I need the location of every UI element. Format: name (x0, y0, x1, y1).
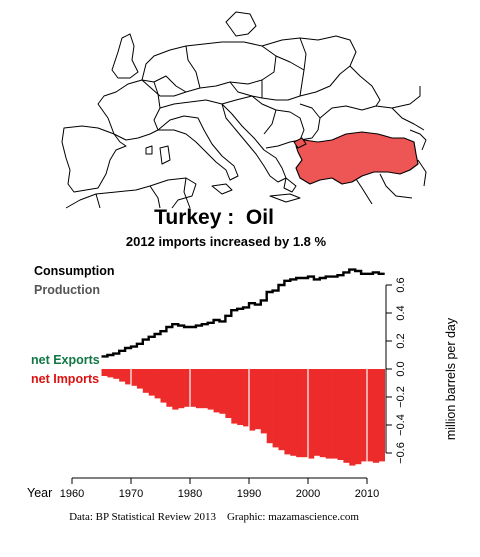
net-imports-bar (166, 369, 173, 407)
net-imports-bar (213, 369, 220, 413)
net-imports-bar (231, 369, 238, 424)
net-imports-bar (308, 369, 315, 459)
net-imports-bar (142, 369, 149, 393)
y-axis-label: million barrels per day (444, 317, 458, 440)
net-imports-bar (296, 369, 303, 458)
net-imports-bar (125, 369, 132, 385)
decade-separators (130, 369, 368, 462)
net-imports-bar (160, 369, 167, 403)
net-imports-bar (355, 369, 362, 465)
italy-outline (157, 115, 239, 181)
x-axis: 1960 1970 1980 1990 2000 2010 (60, 477, 379, 500)
turkey-thrace (293, 137, 307, 149)
y-tick-label: −0.2 (395, 386, 407, 408)
net-imports-bar (331, 369, 338, 459)
net-imports-bar (319, 369, 326, 458)
net-imports-bar (260, 369, 267, 434)
y-tick-label: 0.4 (395, 305, 407, 320)
net-imports-bar (372, 369, 380, 463)
net-imports-bar (207, 369, 214, 410)
north-africa-outline (65, 177, 197, 209)
y-tick-label: 0.6 (395, 277, 407, 292)
britain-outline (111, 33, 139, 79)
europe-map (61, 11, 427, 209)
net-imports-bar (201, 369, 208, 409)
consumption-line (101, 268, 385, 358)
central-europe-outline (141, 41, 277, 97)
net-imports-bar (313, 369, 321, 456)
net-imports-bar (219, 369, 226, 414)
net-imports-bar (278, 369, 285, 451)
x-tick-label: 1990 (237, 488, 261, 500)
legend-production: Production (34, 283, 100, 297)
france-outline (97, 79, 161, 141)
net-imports-bar (266, 369, 273, 444)
net-imports-bar (284, 369, 291, 455)
net-imports-bar (237, 369, 244, 425)
net-imports-bar (343, 369, 350, 463)
net-imports-bar (195, 369, 203, 409)
net-imports-bar (148, 369, 155, 396)
net-imports-bar (272, 369, 279, 448)
net-imports-bar (131, 369, 138, 386)
x-tick-label: 1970 (119, 488, 143, 500)
x-tick-label: 1960 (60, 488, 84, 500)
net-imports-bar (325, 369, 332, 459)
net-imports-bar (178, 369, 185, 409)
net-imports-bar (101, 369, 108, 376)
turkey-map-highlight (295, 131, 419, 185)
net-imports-bar (107, 369, 114, 378)
net-imports-bar (184, 369, 191, 407)
net-imports-bar (254, 369, 262, 430)
iberia-outline (61, 125, 127, 193)
net-imports-bar (154, 369, 161, 399)
footer-credit: Data: BP Statistical Review 2013 Graphic… (69, 511, 359, 523)
x-tick-label: 2000 (296, 488, 320, 500)
y-tick-label: −0.6 (395, 442, 407, 464)
net-imports-bar (225, 369, 232, 418)
y-tick-label: 0.0 (395, 361, 407, 376)
net-imports-area (101, 369, 385, 466)
net-imports-bar (190, 369, 197, 407)
legend-net-exports: net Exports (31, 353, 100, 367)
chart-subtitle: 2012 imports increased by 1.8 % (126, 234, 327, 249)
x-axis-label: Year (27, 486, 52, 500)
legend-consumption: Consumption (34, 264, 115, 278)
net-imports-bar (113, 369, 120, 379)
y-tick-label: −0.4 (395, 414, 407, 436)
net-imports-bar (136, 369, 144, 389)
y-axis: −0.6 −0.4 −0.2 0.0 0.2 0.4 0.6 (385, 277, 407, 464)
y-tick-label: 0.2 (395, 333, 407, 348)
net-imports-bar (290, 369, 297, 456)
net-imports-bar (361, 369, 368, 462)
x-tick-label: 1980 (178, 488, 202, 500)
net-imports-bar (367, 369, 374, 462)
legend-net-imports: net Imports (31, 372, 99, 386)
net-imports-bar (243, 369, 250, 427)
net-imports-bar (378, 369, 385, 462)
net-imports-bar (349, 369, 356, 466)
net-imports-bar (119, 369, 126, 382)
net-imports-bar (302, 369, 309, 458)
net-imports-bar (172, 369, 179, 410)
net-imports-bar (337, 369, 344, 460)
net-imports-bar (249, 369, 256, 431)
chart-title: Turkey : Oil (154, 206, 274, 229)
x-tick-label: 2010 (355, 488, 379, 500)
